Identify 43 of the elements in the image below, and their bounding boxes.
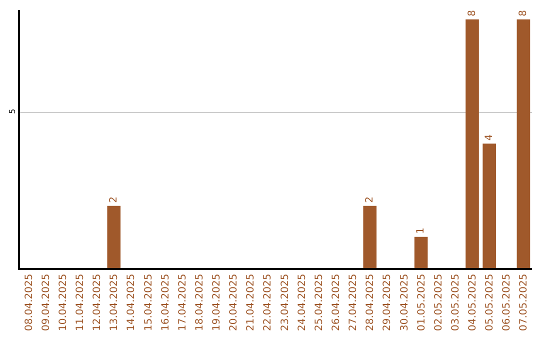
x-tick-label: 15.04.2025 <box>143 274 154 332</box>
x-tick-label: 05.05.2025 <box>484 274 496 332</box>
x-tick-label: 22.04.2025 <box>262 274 274 332</box>
x-tick-label: 20.04.2025 <box>228 274 240 332</box>
x-tick-label: 19.04.2025 <box>212 274 223 332</box>
x-tick-label: 13.04.2025 <box>109 274 120 332</box>
x-tick-label: 01.05.2025 <box>416 274 428 332</box>
x-tick-label: 16.04.2025 <box>160 274 172 332</box>
x-tick-label: 28.04.2025 <box>365 274 376 332</box>
x-tick-label: 09.04.2025 <box>40 274 52 332</box>
x-tick-label: 06.05.2025 <box>502 274 513 332</box>
data-label: 2 <box>364 196 376 203</box>
x-tick-label: 26.04.2025 <box>330 274 342 332</box>
data-label: 2 <box>108 196 120 203</box>
x-tick-label: 12.04.2025 <box>92 274 104 332</box>
bar <box>466 19 479 268</box>
bar <box>482 144 496 268</box>
data-label: 1 <box>416 228 427 234</box>
x-tick-label: 04.05.2025 <box>468 274 479 332</box>
x-tick-label: 23.04.2025 <box>280 274 291 332</box>
x-tick-label: 03.05.2025 <box>450 274 462 332</box>
x-tick-label: 25.04.2025 <box>314 274 325 332</box>
x-tick-label: 24.04.2025 <box>296 274 308 332</box>
data-label: 8 <box>518 10 529 16</box>
x-tick-label: 14.04.2025 <box>126 274 138 332</box>
bar <box>516 19 530 268</box>
y-tick-label: 5 <box>8 108 18 114</box>
data-label: 8 <box>466 10 478 16</box>
x-tick-label: 29.04.2025 <box>382 274 394 332</box>
x-tick-label: 27.04.2025 <box>348 274 360 332</box>
x-tick-label: 30.04.2025 <box>399 274 410 332</box>
x-tick-label: 02.05.2025 <box>433 274 444 332</box>
x-tick-label: 10.04.2025 <box>58 274 69 332</box>
x-tick-label: 07.05.2025 <box>518 274 530 332</box>
x-tick-label: 21.04.2025 <box>246 274 257 332</box>
x-tick-label: 17.04.2025 <box>177 274 188 332</box>
x-tick-label: 08.04.2025 <box>24 274 35 332</box>
bar <box>363 206 377 268</box>
bar <box>107 206 121 268</box>
data-label: 4 <box>484 134 495 141</box>
x-tick-label: 18.04.2025 <box>194 274 206 332</box>
x-tick-label: 11.04.2025 <box>74 274 86 332</box>
bar <box>414 236 428 268</box>
